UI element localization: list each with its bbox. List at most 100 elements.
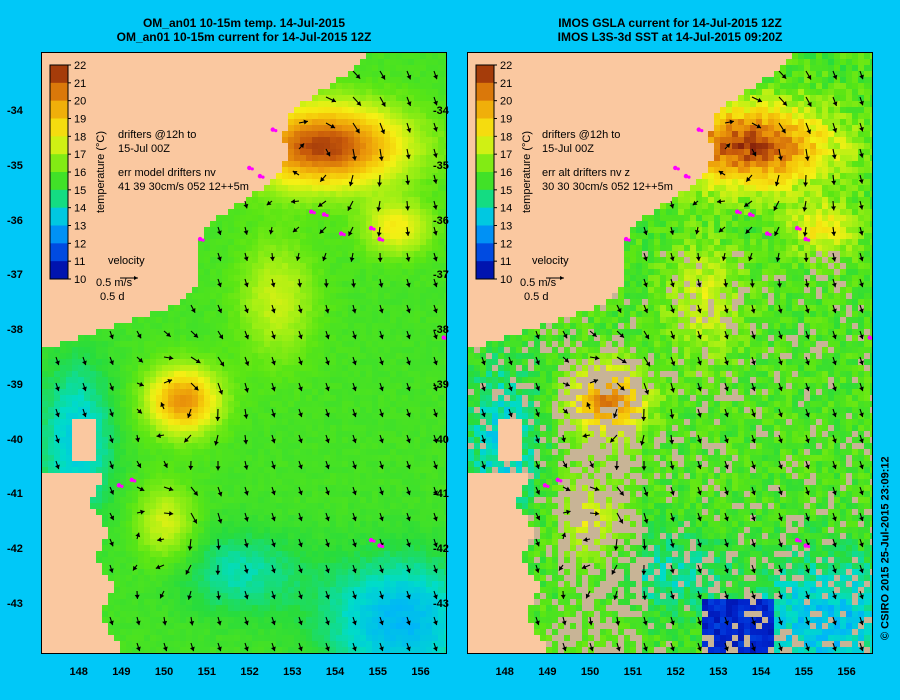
left-x-tick-label: 148 [69,666,88,678]
right-y-tick-label: -37 [433,269,449,282]
colorbar-tick-label: 22 [500,60,512,72]
left-title-line1: OM_an01 10-15m temp. 14-Jul-2015 [142,16,346,30]
left-y-tick-label: -36 [7,214,23,227]
right-velocity-legend: velocity 0.5 m/s 0.5 d [520,254,569,304]
right-drifters-line2: 15-Jul 00Z [542,143,594,155]
left-y-tick-label: -37 [7,269,23,282]
colorbar-tick-label: 17 [74,149,86,161]
left-x-tick-label: 153 [283,666,302,678]
right-y-tick-label: -38 [433,324,449,337]
left-drifter-tracks [116,127,446,549]
left-y-tick-label: -40 [7,433,23,446]
colorbar-tick-label: 19 [74,114,86,126]
left-drifters-line2: 15-Jul 00Z [118,143,170,155]
right-x-tick-label: 154 [751,666,771,678]
colorbar-tick-label: 13 [74,221,86,233]
left-err-line2: 41 39 30cm/s 052 12++5m [118,181,249,193]
right-map-panel: 22 21 20 19 18 17 16 15 14 13 12 11 10 temperature (°… [467,52,873,654]
colorbar-tick-label: 19 [500,114,512,126]
right-y-tick-label: -42 [433,543,449,556]
colorbar-tick-label: 12 [500,238,512,250]
left-title: OM_an01 10-15m temp. 14-Jul-2015 OM_an01… [41,16,447,44]
left-y-tick-label: -34 [7,105,23,118]
right-x-tick-label: 149 [538,666,557,678]
left-title-line2: OM_an01 10-15m current for 14-Jul-2015 1… [116,30,372,44]
right-velocity-scale: 0.5 m/s [520,277,557,289]
left-x-tick-label: 156 [411,666,430,678]
left-y-tick-label: -39 [7,378,23,391]
colorbar-tick-label: 16 [500,167,512,179]
left-err-note: err model drifters nv 41 39 30cm/s 052 1… [118,166,249,194]
colorbar-tick-label: 10 [500,274,512,286]
colorbar-tick-label: 10 [74,274,86,286]
left-x-tick-label: 152 [240,666,259,678]
colorbar-tick-label: 11 [74,256,85,268]
right-x-tick-label: 150 [580,666,600,678]
colorbar-tick-label: 20 [500,96,512,108]
right-y-tick-label: -34 [433,105,449,118]
left-x-tick-label: 151 [197,666,217,678]
left-err-line1: err model drifters nv [118,167,216,179]
left-y-tick-label: -41 [7,488,23,501]
left-x-tick-label: 149 [112,666,131,678]
copyright-notice: © CSIRO 2015 25-Jul-2015 23:09:12 [880,456,892,640]
right-x-tick-label: 151 [623,666,643,678]
colorbar-tick-label: 21 [500,78,512,90]
left-velocity-legend: velocity 0.5 m/s 0.5 d [96,254,145,304]
colorbar-tick-label: 15 [500,185,512,197]
left-current-vectors [55,70,438,652]
colorbar-tick-label: 18 [74,131,86,143]
right-title: IMOS GSLA current for 14-Jul-2015 12Z IM… [467,16,873,44]
right-x-tick-label: 148 [495,666,514,678]
right-err-note: err alt drifters nv z 30 30 30cm/s 052 1… [542,166,673,194]
right-x-tick-label: 156 [837,666,856,678]
left-velocity-label: velocity [108,255,145,267]
colorbar-tick-label: 11 [500,256,511,268]
colorbar-label: temperature (°C) [521,131,533,213]
right-colorbar: 22 21 20 19 18 17 16 15 14 13 12 11 10 temperature (°… [472,60,533,291]
right-title-line2: IMOS L3S-3d SST at 14-Jul-2015 09:20Z [557,30,783,44]
left-y-tick-label: -38 [7,324,23,337]
colorbar-tick-label: 20 [74,96,86,108]
right-x-tick-label: 153 [709,666,728,678]
left-map-svg: 22 21 20 19 18 17 16 15 14 13 12 11 10 temperature (°… [42,53,446,653]
right-drifters-line1: drifters @12h to [542,129,621,141]
colorbar-tick-label: 18 [500,131,512,143]
left-y-tick-label: -35 [7,159,23,172]
right-x-tick-label: 152 [666,666,685,678]
left-x-tick-label: 154 [325,666,345,678]
right-y-tick-label: -36 [433,214,449,227]
right-velocity-days: 0.5 d [524,291,549,303]
left-drifters-line1: drifters @12h to [118,129,197,141]
right-y-tick-label: -35 [433,159,449,172]
right-y-tick-label: -43 [433,597,449,610]
right-y-tick-label: -41 [433,488,449,501]
left-x-tick-label: 150 [154,666,174,678]
colorbar-tick-label: 12 [74,238,86,250]
right-velocity-label: velocity [532,255,569,267]
colorbar-tick-label: 17 [500,149,512,161]
left-drifters-note: drifters @12h to 15-Jul 00Z [118,128,196,156]
colorbar-tick-label: 13 [500,221,512,233]
colorbar-tick-label: 15 [74,185,86,197]
left-velocity-days: 0.5 d [100,291,125,303]
right-drifter-tracks [542,127,872,549]
right-x-tick-label: 155 [794,666,813,678]
right-map-svg: 22 21 20 19 18 17 16 15 14 13 12 11 10 temperature (°… [468,53,872,653]
right-y-tick-label: -39 [433,378,449,391]
right-err-line2: 30 30 30cm/s 052 12++5m [542,181,673,193]
left-y-tick-label: -43 [7,597,23,610]
left-y-tick-label: -42 [7,543,23,556]
colorbar-label: temperature (°C) [95,131,107,213]
left-colorbar: 22 21 20 19 18 17 16 15 14 13 12 11 10 temperature (°… [46,60,107,291]
right-err-line1: err alt drifters nv z [542,167,631,179]
colorbar-tick-label: 21 [74,78,86,90]
right-y-tick-label: -40 [433,433,449,446]
left-x-tick-label: 155 [368,666,387,678]
colorbar-tick-label: 16 [74,167,86,179]
colorbar-tick-label: 14 [74,203,86,215]
colorbar-tick-label: 14 [500,203,512,215]
right-drifters-note: drifters @12h to 15-Jul 00Z [542,128,620,156]
colorbar-tick-label: 22 [74,60,86,72]
left-velocity-scale: 0.5 m/s [96,277,133,289]
